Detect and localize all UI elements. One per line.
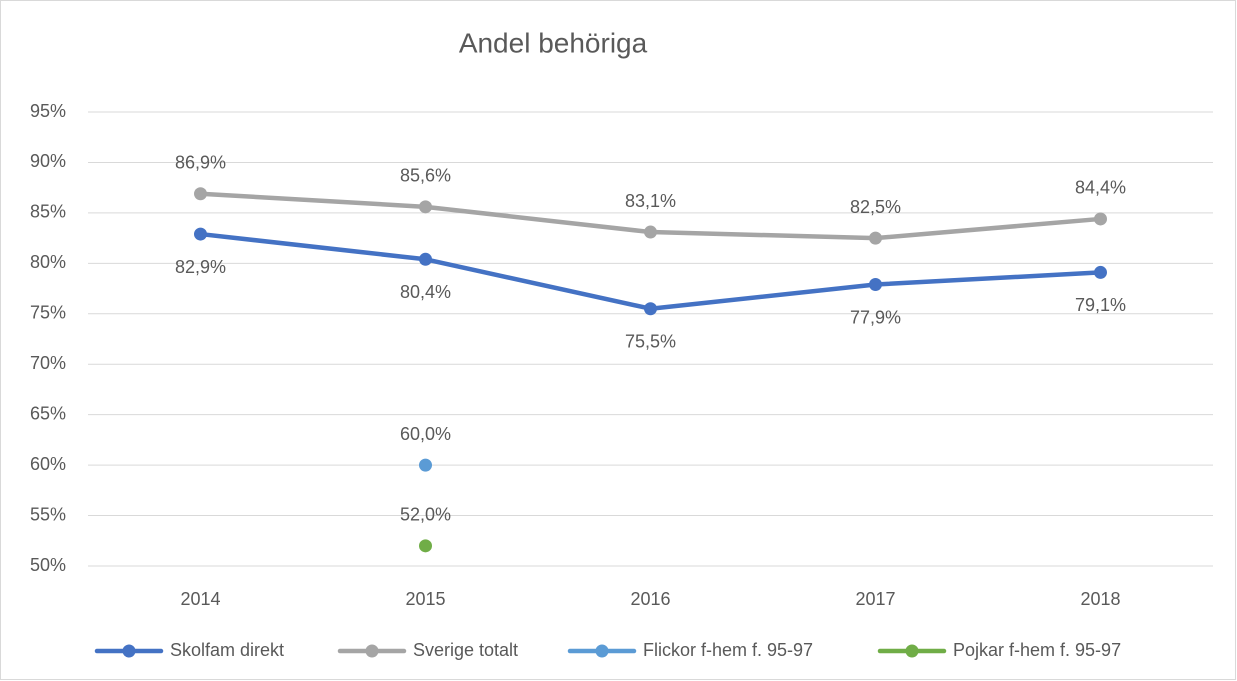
point	[419, 458, 432, 472]
legend-marker	[905, 644, 919, 658]
y-tick-label: 85%	[30, 202, 66, 222]
y-tick-label: 65%	[30, 403, 66, 423]
legend-label: Flickor f-hem f. 95-97	[643, 640, 813, 660]
data-label: 85,6%	[400, 166, 451, 186]
data-label: 75,5%	[625, 331, 676, 351]
point	[419, 539, 432, 553]
point	[869, 278, 882, 292]
data-label: 84,4%	[1075, 178, 1126, 198]
y-tick-label: 60%	[30, 454, 66, 474]
x-tick-label: 2014	[180, 589, 220, 609]
y-tick-label: 90%	[30, 151, 66, 171]
y-tick-label: 80%	[30, 252, 66, 272]
point	[1094, 212, 1107, 226]
data-label: 60,0%	[400, 424, 451, 444]
y-tick-label: 70%	[30, 353, 66, 373]
data-label: 86,9%	[175, 152, 226, 172]
x-tick-label: 2018	[1080, 589, 1120, 609]
data-label: 80,4%	[400, 282, 451, 302]
point	[644, 302, 657, 316]
data-label: 82,9%	[175, 257, 226, 277]
chart-title: Andel behöriga	[459, 27, 648, 58]
x-tick-label: 2016	[630, 589, 670, 609]
y-tick-label: 55%	[30, 504, 66, 524]
data-label: 77,9%	[850, 307, 901, 327]
point	[194, 227, 207, 241]
y-tick-label: 95%	[30, 101, 66, 121]
x-tick-label: 2015	[405, 589, 445, 609]
x-tick-label: 2017	[855, 589, 895, 609]
data-label: 79,1%	[1075, 295, 1126, 315]
legend-marker	[122, 644, 136, 658]
point	[194, 187, 207, 201]
point	[419, 200, 432, 214]
data-label: 82,5%	[850, 197, 901, 217]
data-label: 52,0%	[400, 505, 451, 525]
legend-marker	[595, 644, 609, 658]
legend-marker	[365, 644, 379, 658]
y-tick-label: 50%	[30, 555, 66, 575]
point	[869, 231, 882, 245]
data-label: 83,1%	[625, 191, 676, 211]
legend-label: Skolfam direkt	[170, 640, 284, 660]
legend-label: Sverige totalt	[413, 640, 518, 660]
point	[1094, 265, 1107, 279]
legend-label: Pojkar f-hem f. 95-97	[953, 640, 1121, 660]
y-tick-label: 75%	[30, 303, 66, 323]
point	[644, 225, 657, 239]
point	[419, 252, 432, 266]
